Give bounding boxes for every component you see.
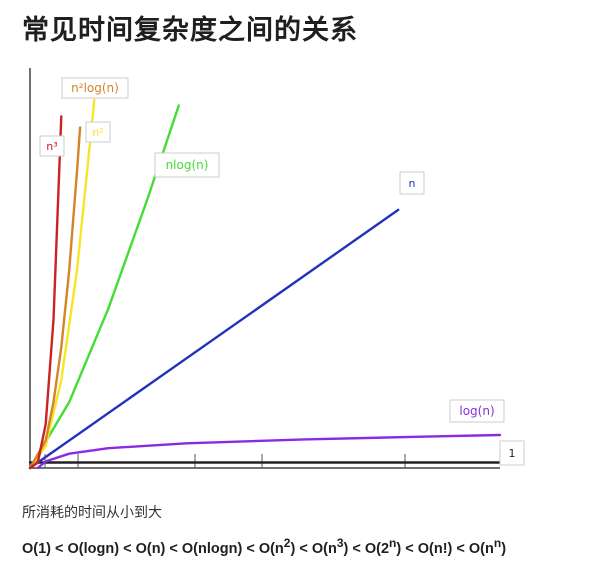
superscript: 3 — [336, 536, 344, 550]
series-label-n-: n³ — [39, 135, 65, 157]
series-line-n — [28, 208, 400, 470]
label-text: n² — [92, 126, 103, 139]
superscript: n — [493, 536, 502, 550]
superscript: n — [389, 536, 397, 550]
series-label-log-n-: log(n) — [449, 399, 505, 423]
series-line-log-n- — [36, 433, 502, 470]
x-ticks — [44, 454, 406, 468]
series-label-1: 1 — [499, 440, 525, 466]
series-labels: 1 log(n) n nlog(n) n² n²log(n) n³ — [39, 77, 525, 466]
series-label-n: n — [399, 171, 425, 195]
series-label-n-log-n-: n²log(n) — [61, 77, 129, 99]
label-text: 1 — [509, 447, 516, 460]
label-box — [154, 152, 220, 178]
series-line-n- — [28, 98, 96, 470]
label-box — [61, 77, 129, 99]
complexity-ordering: O(1) < O(logn) < O(n) < O(nlogn) < O(n2)… — [22, 536, 507, 557]
axes — [29, 68, 500, 469]
label-box — [39, 135, 65, 157]
series-label-n-: n² — [85, 121, 111, 143]
series-line-n- — [28, 115, 63, 470]
series-lines — [28, 98, 502, 470]
label-box — [449, 399, 505, 423]
label-box — [85, 121, 111, 143]
caption: 所消耗的时间从小到大 — [22, 505, 162, 521]
label-box — [499, 440, 525, 466]
label-text: log(n) — [459, 404, 494, 418]
superscript: 2 — [283, 536, 291, 550]
label-text: n — [409, 177, 416, 190]
label-text: n²log(n) — [71, 81, 119, 95]
label-text: n³ — [46, 140, 57, 153]
label-box — [399, 171, 425, 195]
label-text: nlog(n) — [166, 158, 209, 172]
complexity-chart: 1 log(n) n nlog(n) n² n²log(n) n³ — [28, 68, 525, 470]
series-line-n-log-n- — [28, 126, 82, 470]
page-title: 常见时间复杂度之间的关系 — [22, 15, 358, 46]
series-label-nlog-n-: nlog(n) — [154, 152, 220, 178]
